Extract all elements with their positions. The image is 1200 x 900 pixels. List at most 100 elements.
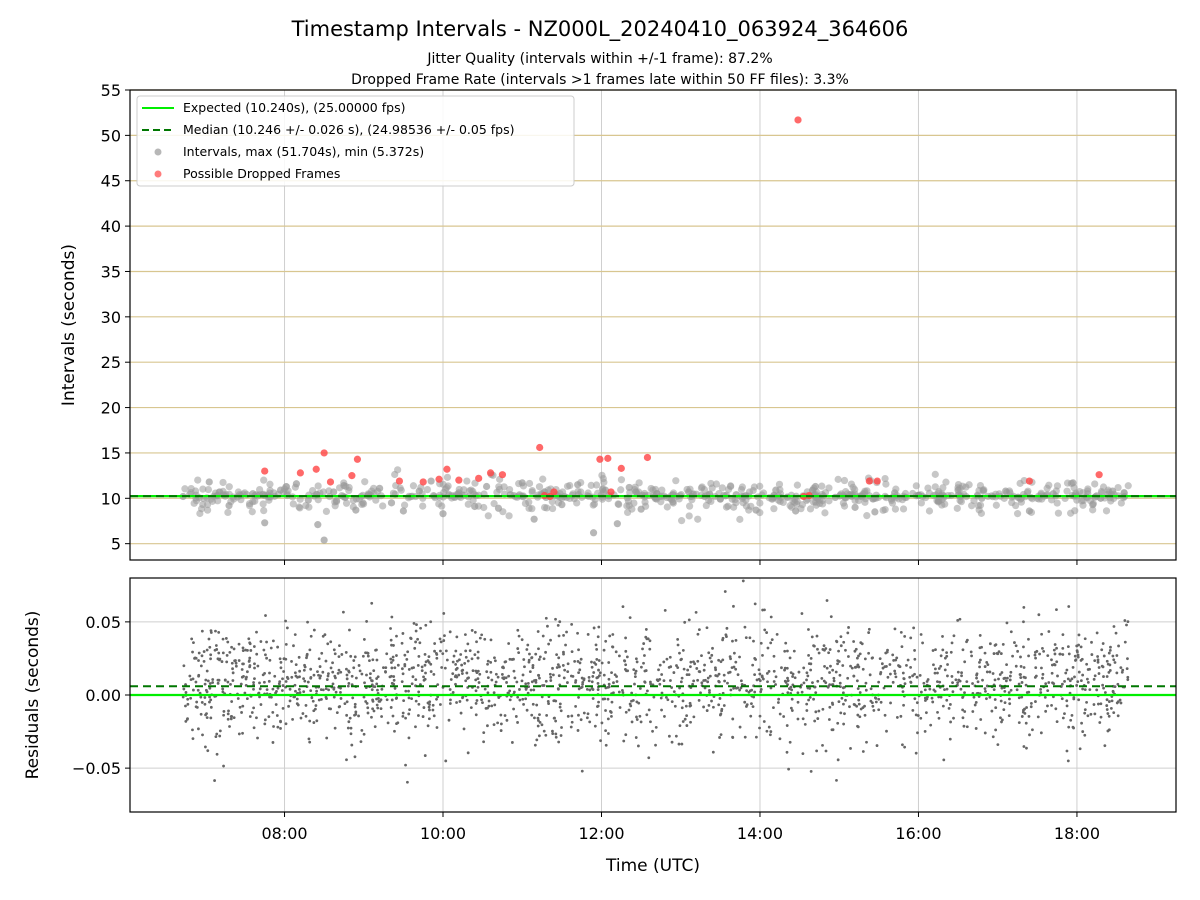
residual-point bbox=[199, 712, 203, 716]
residual-point bbox=[772, 706, 775, 710]
residual-point bbox=[290, 660, 293, 663]
residual-point bbox=[639, 720, 643, 724]
interval-point bbox=[614, 500, 622, 508]
residual-point bbox=[751, 663, 755, 667]
interval-point bbox=[954, 480, 963, 489]
residual-point bbox=[317, 698, 321, 702]
residual-point bbox=[287, 704, 290, 708]
interval-point bbox=[199, 485, 207, 493]
chart-title: Timestamp Intervals - NZ000L_20240410_06… bbox=[291, 17, 909, 42]
residual-point bbox=[553, 716, 556, 720]
residual-point bbox=[1103, 744, 1107, 748]
residual-point bbox=[648, 647, 652, 651]
residual-point bbox=[524, 697, 528, 701]
residual-point bbox=[198, 691, 202, 695]
residual-point bbox=[384, 666, 388, 670]
residual-point bbox=[610, 671, 613, 675]
residual-point bbox=[892, 658, 896, 662]
residual-point bbox=[886, 675, 890, 679]
interval-point bbox=[214, 497, 222, 505]
residual-point bbox=[991, 672, 995, 675]
residual-point bbox=[867, 627, 871, 631]
residual-point bbox=[345, 758, 348, 762]
residual-point bbox=[460, 669, 464, 673]
residual-point bbox=[952, 716, 955, 720]
residual-point bbox=[877, 708, 881, 712]
residual-point bbox=[226, 680, 230, 684]
residual-point bbox=[448, 702, 452, 705]
residual-point bbox=[965, 725, 969, 729]
y-tick-label: 35 bbox=[101, 262, 121, 281]
residual-point bbox=[1081, 673, 1085, 677]
residual-point bbox=[243, 691, 247, 695]
interval-point bbox=[304, 496, 312, 504]
residual-point bbox=[556, 663, 560, 667]
interval-point bbox=[342, 499, 351, 507]
residual-point bbox=[732, 604, 735, 608]
interval-point bbox=[1045, 481, 1053, 489]
residual-point bbox=[448, 630, 452, 634]
residual-point bbox=[903, 682, 907, 686]
residual-point bbox=[1108, 648, 1112, 652]
residual-point bbox=[366, 654, 370, 658]
residual-point bbox=[729, 688, 733, 692]
residual-point bbox=[841, 691, 845, 695]
residual-point bbox=[678, 686, 681, 690]
residual-point bbox=[592, 671, 596, 674]
residual-point bbox=[465, 671, 469, 675]
residual-point bbox=[307, 737, 311, 741]
residual-point bbox=[440, 666, 444, 669]
interval-point bbox=[980, 486, 988, 494]
residual-point bbox=[1107, 651, 1111, 655]
residual-point bbox=[458, 658, 461, 662]
residual-point bbox=[186, 697, 190, 701]
residual-point bbox=[577, 648, 580, 652]
residual-point bbox=[1093, 712, 1097, 716]
residual-point bbox=[837, 649, 840, 653]
residual-point bbox=[702, 679, 706, 682]
residual-point bbox=[576, 729, 580, 732]
interval-point bbox=[756, 482, 764, 490]
residual-point bbox=[297, 655, 301, 659]
residual-point bbox=[758, 672, 762, 676]
residual-point bbox=[1126, 657, 1129, 661]
residual-point bbox=[478, 672, 482, 676]
residual-point bbox=[267, 679, 271, 683]
residual-point bbox=[753, 602, 757, 606]
residual-point bbox=[913, 697, 917, 701]
residual-point bbox=[682, 667, 686, 671]
residual-point bbox=[483, 637, 487, 641]
residual-point bbox=[443, 634, 446, 638]
residual-point bbox=[1125, 623, 1128, 627]
residual-point bbox=[919, 690, 923, 694]
residual-point bbox=[462, 727, 466, 731]
residual-point bbox=[477, 681, 481, 684]
residual-point bbox=[486, 676, 490, 680]
residual-point bbox=[551, 729, 554, 733]
residual-point bbox=[217, 651, 221, 655]
residual-point bbox=[252, 706, 256, 710]
interval-point bbox=[863, 512, 871, 520]
residual-point bbox=[836, 662, 839, 666]
residual-point bbox=[770, 638, 774, 642]
residual-point bbox=[923, 696, 927, 700]
residual-point bbox=[1126, 678, 1130, 682]
residual-point bbox=[582, 711, 586, 715]
residual-point bbox=[298, 691, 302, 694]
residual-point bbox=[1119, 701, 1123, 705]
residual-point bbox=[577, 696, 580, 699]
interval-point bbox=[707, 497, 715, 505]
residual-point bbox=[352, 659, 356, 662]
residual-point bbox=[828, 671, 831, 674]
residual-point bbox=[415, 623, 418, 627]
residual-point bbox=[501, 676, 505, 680]
residual-point bbox=[544, 650, 547, 654]
residual-point bbox=[360, 672, 364, 676]
residual-point bbox=[1020, 695, 1024, 699]
interval-point bbox=[261, 519, 269, 527]
residual-point bbox=[700, 654, 703, 658]
residual-point bbox=[1073, 675, 1076, 679]
residual-point bbox=[1083, 708, 1087, 712]
residual-point bbox=[1103, 691, 1107, 694]
